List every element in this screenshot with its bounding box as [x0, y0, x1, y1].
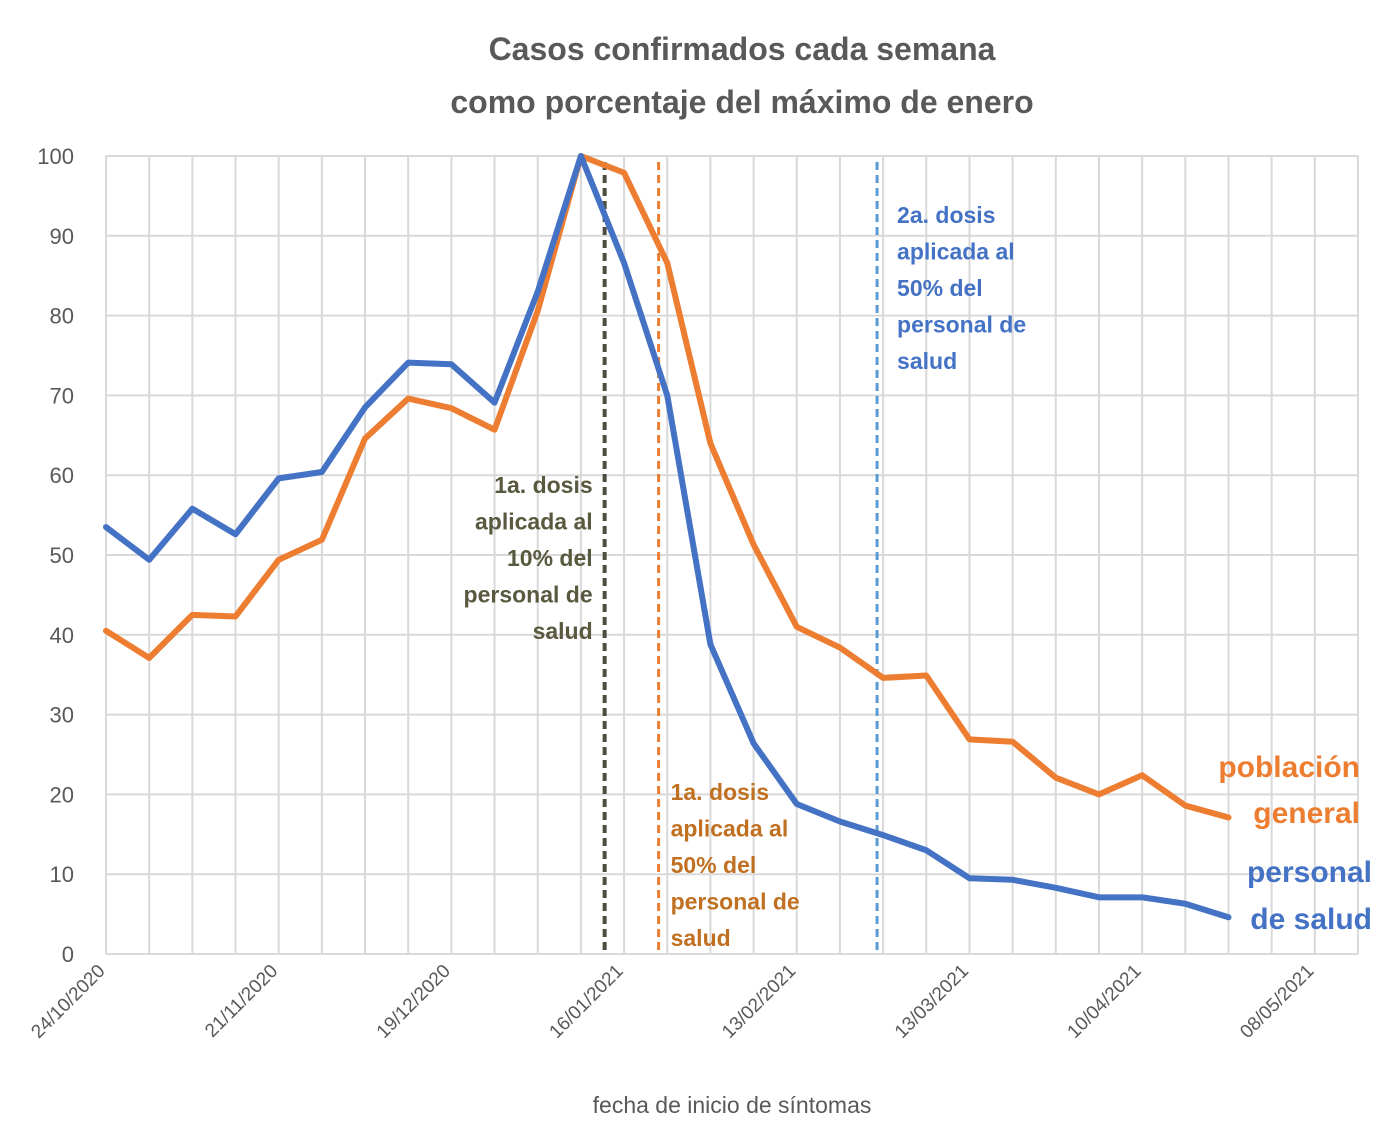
annotation-lines [602, 162, 879, 954]
annotation-texts: 1a. dosis aplicada al 10% del personal de sa… [464, 202, 1027, 951]
annotation-text-2a-dosis-50: aplicada al [897, 239, 1015, 265]
annotation-text-1a-dosis-50: 1a. dosis [671, 779, 769, 805]
series-label-personal-de-salud: de salud [1250, 903, 1372, 936]
annotation-text-1a-dosis-10: salud [533, 618, 593, 644]
annotation-text-1a-dosis-50: aplicada al [671, 816, 789, 842]
x-tick-label: 24/10/2020 [27, 961, 109, 1043]
y-tick-label: 10 [50, 862, 74, 887]
annotation-text-2a-dosis-50: 50% del [897, 275, 983, 301]
y-tick-label: 100 [37, 144, 74, 169]
series-lines [103, 153, 1232, 921]
x-tick-label: 13/02/2021 [718, 961, 800, 1043]
y-tick-label: 80 [50, 304, 74, 329]
annotation-text-2a-dosis-50: personal de [897, 312, 1026, 338]
annotation-text-1a-dosis-10: 10% del [507, 545, 593, 571]
annotation-text-1a-dosis-50: salud [671, 925, 731, 951]
x-tick-label: 19/12/2020 [373, 961, 455, 1043]
x-tick-label: 10/04/2021 [1064, 961, 1146, 1043]
gridlines [105, 155, 1359, 955]
x-axis-ticks: 24/10/2020 21/11/2020 19/12/2020 16/01/2021… [27, 961, 1318, 1043]
annotation-text-1a-dosis-10: personal de [464, 582, 593, 608]
series-line-poblacion-general [103, 153, 1232, 821]
series-line-personal-de-salud [103, 153, 1232, 921]
x-tick-label: 16/01/2021 [546, 961, 628, 1043]
y-tick-label: 70 [50, 383, 74, 408]
y-tick-label: 90 [50, 224, 74, 249]
chart-title-line-1: Casos confirmados cada semana [489, 31, 996, 67]
series-label-personal-de-salud: personal [1247, 856, 1372, 889]
annotation-text-2a-dosis-50: 2a. dosis [897, 202, 995, 228]
series-label-poblacion-general: población [1218, 751, 1360, 784]
y-tick-label: 50 [50, 543, 74, 568]
x-tick-label: 13/03/2021 [891, 961, 973, 1043]
x-tick-label: 21/11/2020 [201, 961, 282, 1042]
series-labels: personal de salud población general [1218, 751, 1372, 936]
annotation-text-1a-dosis-10: aplicada al [475, 509, 593, 535]
y-tick-label: 30 [50, 703, 74, 728]
y-tick-label: 20 [50, 782, 74, 807]
annotation-text-1a-dosis-10: 1a. dosis [494, 472, 592, 498]
y-tick-label: 40 [50, 623, 74, 648]
x-tick-label: 08/05/2021 [1236, 961, 1318, 1043]
x-axis-label: fecha de inicio de síntomas [593, 1092, 872, 1118]
y-tick-label: 0 [62, 942, 74, 967]
y-axis-ticks: 0 10 20 30 40 50 60 70 80 90 100 [37, 144, 74, 967]
chart-title-line-2: como porcentaje del máximo de enero [450, 84, 1033, 120]
y-tick-label: 60 [50, 463, 74, 488]
annotation-text-1a-dosis-50: personal de [671, 889, 800, 915]
series-label-poblacion-general: general [1253, 797, 1360, 830]
annotation-text-2a-dosis-50: salud [897, 348, 957, 374]
annotation-text-1a-dosis-50: 50% del [671, 852, 757, 878]
